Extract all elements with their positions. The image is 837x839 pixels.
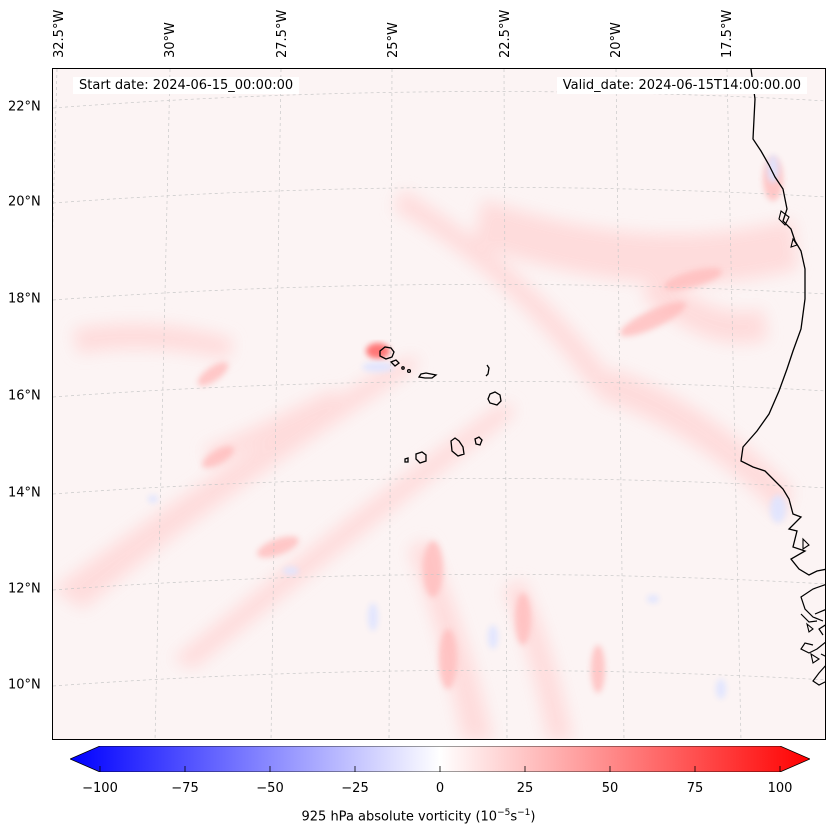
lon-label-27-5w: 27.5°W — [275, 10, 290, 58]
lat-label-10n: 10°N — [8, 678, 41, 693]
lat-label-14n: 14°N — [8, 486, 41, 501]
coastline-guinea-bissau — [801, 584, 826, 685]
start-date-label: Start date: 2024-06-15_00:00:00 — [73, 77, 299, 94]
colorbar-tick-minus-50: −50 — [256, 781, 283, 796]
coastline-small-islands — [779, 211, 819, 663]
lon-label-25w: 25°W — [386, 22, 401, 58]
colorbar-tick-50: 50 — [602, 781, 619, 796]
valid-date-label: Valid_date: 2024-06-15T14:00:00.00 — [557, 77, 807, 94]
lat-label-16n: 16°N — [8, 389, 41, 404]
colorbar-tick-minus-75: −75 — [171, 781, 198, 796]
colorbar-tick-25: 25 — [517, 781, 534, 796]
colorbar-tick-minus-25: −25 — [341, 781, 368, 796]
colorbar-tick-minus-100: −100 — [82, 781, 118, 796]
lat-label-22n: 22°N — [8, 100, 41, 115]
lon-label-32-5w: 32.5°W — [52, 10, 67, 58]
colorbar-tick-100: 100 — [768, 781, 793, 796]
colorbar-tick-75: 75 — [687, 781, 704, 796]
lat-label-20n: 20°N — [8, 195, 41, 210]
lat-label-12n: 12°N — [8, 582, 41, 597]
lon-label-30w: 30°W — [163, 22, 178, 58]
vorticity-positive-bands — [53, 189, 798, 740]
cape-verde-islands — [380, 347, 501, 463]
colorbar — [70, 746, 810, 772]
lat-label-18n: 18°N — [8, 292, 41, 307]
lon-label-22-5w: 22.5°W — [498, 10, 513, 58]
colorbar-label: 925 hPa absolute vorticity (10−5s−1) — [0, 808, 837, 824]
colorbar-tick-0: 0 — [436, 781, 444, 796]
vorticity-peak — [366, 343, 390, 359]
vorticity-map — [53, 69, 826, 740]
lon-label-17-5w: 17.5°W — [720, 10, 735, 58]
map-panel[interactable]: Start date: 2024-06-15_00:00:00 Valid_da… — [52, 68, 826, 740]
lon-label-20w: 20°W — [609, 22, 624, 58]
